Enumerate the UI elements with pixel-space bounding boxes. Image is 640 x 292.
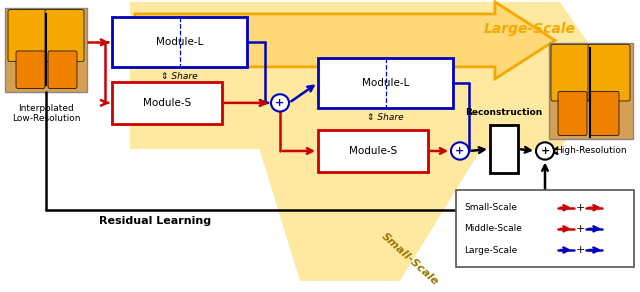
Text: Interpolated
Low-Resolution: Interpolated Low-Resolution xyxy=(12,104,80,123)
Text: Module-L: Module-L xyxy=(156,37,203,47)
Text: +: + xyxy=(575,203,585,213)
Text: Large-Scale: Large-Scale xyxy=(464,246,517,255)
Text: ⇕ Share: ⇕ Share xyxy=(367,113,404,122)
FancyBboxPatch shape xyxy=(45,10,84,62)
FancyBboxPatch shape xyxy=(318,58,453,108)
Text: Small-Scale: Small-Scale xyxy=(464,203,517,212)
FancyBboxPatch shape xyxy=(590,91,619,135)
FancyBboxPatch shape xyxy=(456,190,634,267)
Circle shape xyxy=(451,142,469,160)
FancyBboxPatch shape xyxy=(8,10,47,62)
FancyBboxPatch shape xyxy=(5,8,87,92)
Text: Large-Scale: Large-Scale xyxy=(484,22,576,36)
Text: Reconstruction: Reconstruction xyxy=(465,108,543,117)
Text: +: + xyxy=(456,146,465,156)
Circle shape xyxy=(536,142,554,160)
FancyBboxPatch shape xyxy=(112,82,222,124)
FancyBboxPatch shape xyxy=(588,44,630,101)
FancyBboxPatch shape xyxy=(551,44,590,101)
Text: Module-S: Module-S xyxy=(349,146,397,156)
Text: Module-S: Module-S xyxy=(143,98,191,108)
Text: Module-L: Module-L xyxy=(362,78,409,88)
FancyBboxPatch shape xyxy=(490,125,518,173)
Text: Residual Learning: Residual Learning xyxy=(99,216,211,226)
Text: Middle-Scale: Middle-Scale xyxy=(464,224,522,233)
Polygon shape xyxy=(255,135,490,281)
Text: ⇕ Share: ⇕ Share xyxy=(161,72,198,81)
Text: Small-Scale: Small-Scale xyxy=(380,232,440,288)
Text: +: + xyxy=(575,224,585,234)
FancyBboxPatch shape xyxy=(16,51,45,88)
FancyBboxPatch shape xyxy=(48,51,77,88)
Polygon shape xyxy=(130,2,610,149)
Text: +: + xyxy=(575,245,585,255)
FancyBboxPatch shape xyxy=(318,130,428,172)
Text: High-Resolution: High-Resolution xyxy=(555,146,627,155)
Text: +: + xyxy=(540,146,550,156)
FancyBboxPatch shape xyxy=(549,43,633,140)
FancyArrow shape xyxy=(135,2,555,79)
FancyBboxPatch shape xyxy=(112,17,247,67)
Circle shape xyxy=(271,94,289,112)
FancyBboxPatch shape xyxy=(558,91,587,135)
Text: +: + xyxy=(275,98,285,108)
